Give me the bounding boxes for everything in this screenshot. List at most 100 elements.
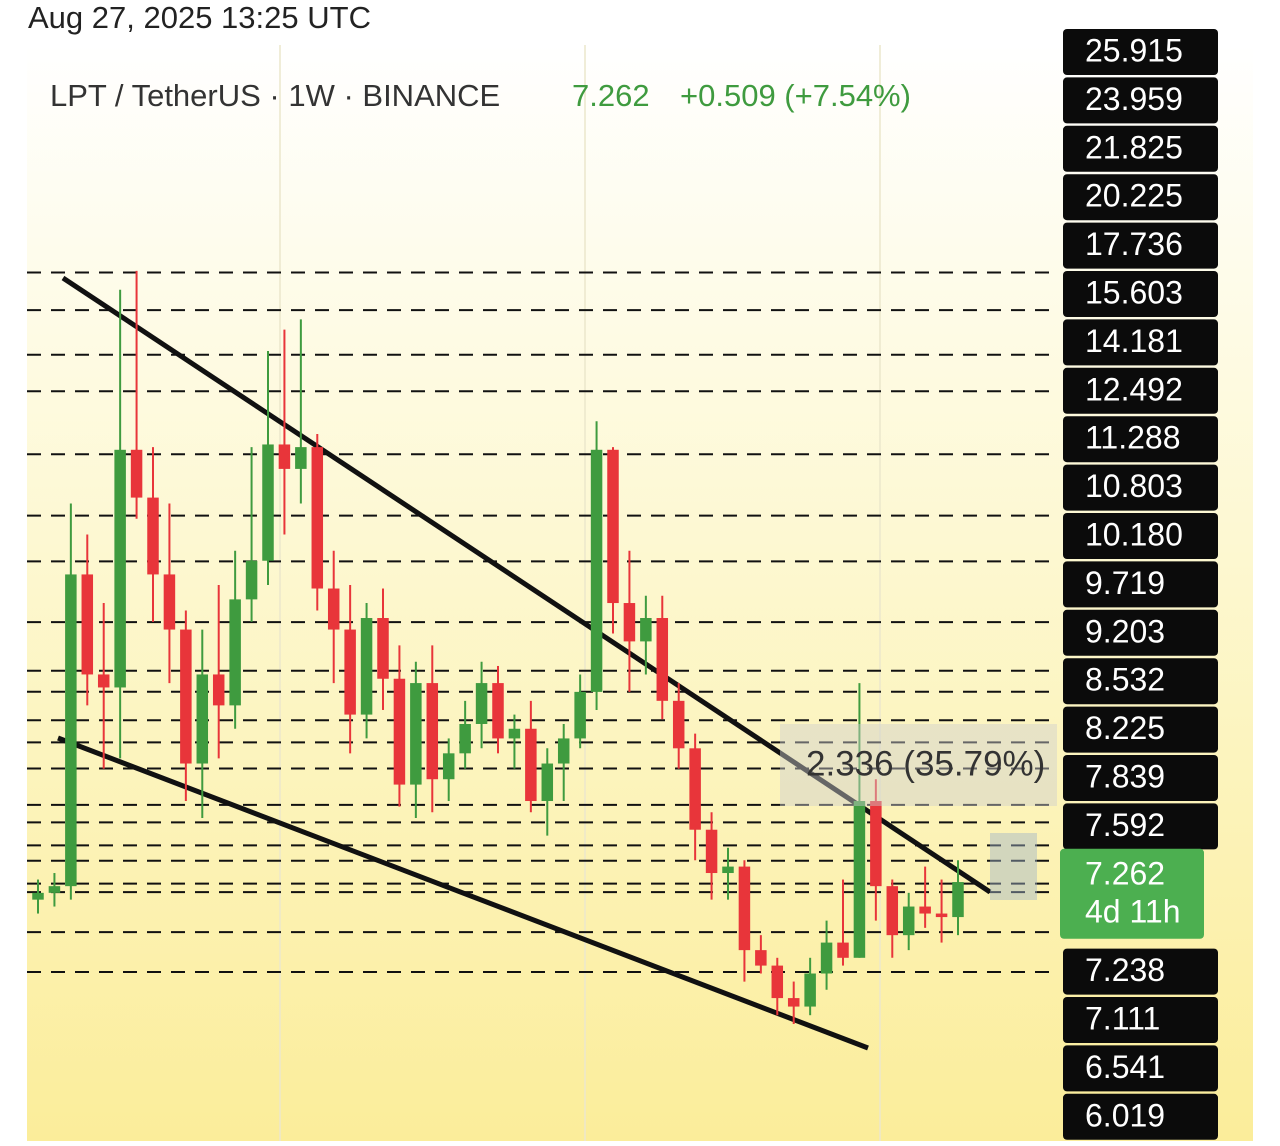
price-label-bg	[1063, 367, 1218, 414]
candle-body	[97, 674, 110, 688]
price-label: 25.915	[1085, 32, 1183, 68]
candle-body	[853, 801, 866, 958]
change: +0.509 (+7.54%)	[680, 78, 911, 113]
candle-body	[541, 763, 554, 802]
candle-body	[886, 886, 899, 936]
projection-box	[990, 833, 1037, 900]
candle-body	[262, 444, 274, 561]
candle-body	[623, 603, 636, 642]
price-label: 12.492	[1085, 371, 1183, 407]
candle-body	[755, 950, 767, 966]
price-label: 15.603	[1085, 274, 1183, 310]
price-label: 6.019	[1085, 1097, 1165, 1133]
price-label: 7.839	[1085, 758, 1165, 794]
candle-body	[738, 866, 751, 951]
candle-body	[656, 618, 669, 701]
candle-body	[919, 906, 931, 914]
price-label: 20.225	[1085, 178, 1183, 214]
candle-body	[442, 753, 455, 780]
price-label-bg	[1063, 755, 1218, 801]
candle-body	[410, 683, 422, 785]
candle-body	[672, 700, 685, 749]
measure-box	[780, 724, 1057, 806]
price-label: 9.719	[1085, 565, 1165, 601]
candle-body	[245, 560, 258, 600]
price-label: 7.592	[1085, 807, 1165, 843]
candle-body	[212, 674, 225, 706]
candle-body	[820, 942, 833, 974]
candle-body	[607, 449, 619, 604]
candle-body	[902, 906, 915, 936]
candle-body	[705, 829, 718, 874]
candle-body	[722, 866, 734, 874]
price-label: 21.825	[1085, 129, 1183, 165]
candle-body	[180, 629, 192, 764]
trendline	[57, 735, 869, 1051]
candle-body	[114, 449, 126, 688]
price-label: 8.532	[1085, 662, 1165, 698]
candle-body	[163, 574, 176, 630]
candle-body	[689, 748, 701, 830]
symbol: LPT / TetherUS · 1W · BINANCE	[50, 78, 500, 113]
candle-body	[130, 449, 143, 498]
price-label: 10.180	[1085, 516, 1183, 552]
candle-body	[196, 674, 209, 764]
price-label-bg	[1063, 416, 1218, 463]
price-label: 7.111	[1085, 1000, 1160, 1036]
candle-body	[771, 965, 784, 999]
candle-body	[787, 998, 800, 1007]
price: 7.262	[572, 78, 650, 113]
price-label-bg	[1063, 513, 1218, 559]
candle-body	[393, 678, 406, 785]
trendline	[61, 275, 992, 895]
price-label: 9.203	[1085, 613, 1165, 649]
candle-body	[870, 801, 882, 887]
candle-body	[147, 497, 159, 575]
candle-body	[81, 574, 94, 675]
candle-body	[508, 728, 521, 739]
candle-body	[229, 599, 241, 706]
price-label: 11.288	[1085, 420, 1181, 456]
price-label-bg	[1063, 997, 1218, 1043]
candle-body	[360, 618, 373, 715]
price-label-bg	[1063, 464, 1218, 511]
plot-area: 2.336 (35.79%)	[27, 270, 1057, 1051]
price-label-bg	[1063, 125, 1218, 172]
price-label: 8.225	[1085, 710, 1165, 746]
candle-body	[32, 892, 44, 900]
candle-body	[278, 444, 291, 469]
price-label-bg	[1063, 706, 1218, 753]
price-label-bg	[1063, 29, 1218, 75]
candle-body	[426, 683, 439, 780]
candle-body	[492, 683, 504, 739]
price-label: 14.181	[1085, 323, 1183, 359]
candle-body	[590, 449, 603, 692]
candle-body	[377, 618, 389, 679]
timestamp: Aug 27, 2025 13:25 UTC	[28, 0, 371, 35]
price-label-bg	[1063, 1093, 1218, 1140]
candle-body	[65, 574, 77, 887]
price-label-bg	[1063, 948, 1218, 995]
candle-body	[295, 447, 307, 469]
candle-body	[640, 618, 652, 642]
candle-body	[804, 973, 816, 1007]
candle-body	[557, 738, 570, 764]
price-label-bg	[1063, 803, 1218, 850]
candle-body	[311, 447, 324, 589]
price-axis: 25.915 23.959 21.825 20.225 17.736 15.603 14.1…	[1060, 29, 1218, 1140]
price-label: 10.803	[1085, 468, 1183, 504]
candle-body	[952, 882, 964, 918]
price-label: 23.959	[1085, 81, 1183, 117]
countdown: 4d 11h	[1085, 893, 1181, 929]
current-price-bg	[1060, 848, 1204, 939]
candle-body	[574, 691, 586, 739]
price-label-bg	[1063, 609, 1218, 656]
price-label-bg	[1063, 222, 1218, 269]
candle-body	[525, 728, 537, 802]
price-label-bg	[1063, 561, 1218, 608]
candle-body	[344, 629, 356, 715]
price-label-bg	[1063, 1045, 1218, 1092]
measure-label: 2.336 (35.79%)	[806, 744, 1045, 783]
price-label-bg	[1063, 271, 1218, 317]
